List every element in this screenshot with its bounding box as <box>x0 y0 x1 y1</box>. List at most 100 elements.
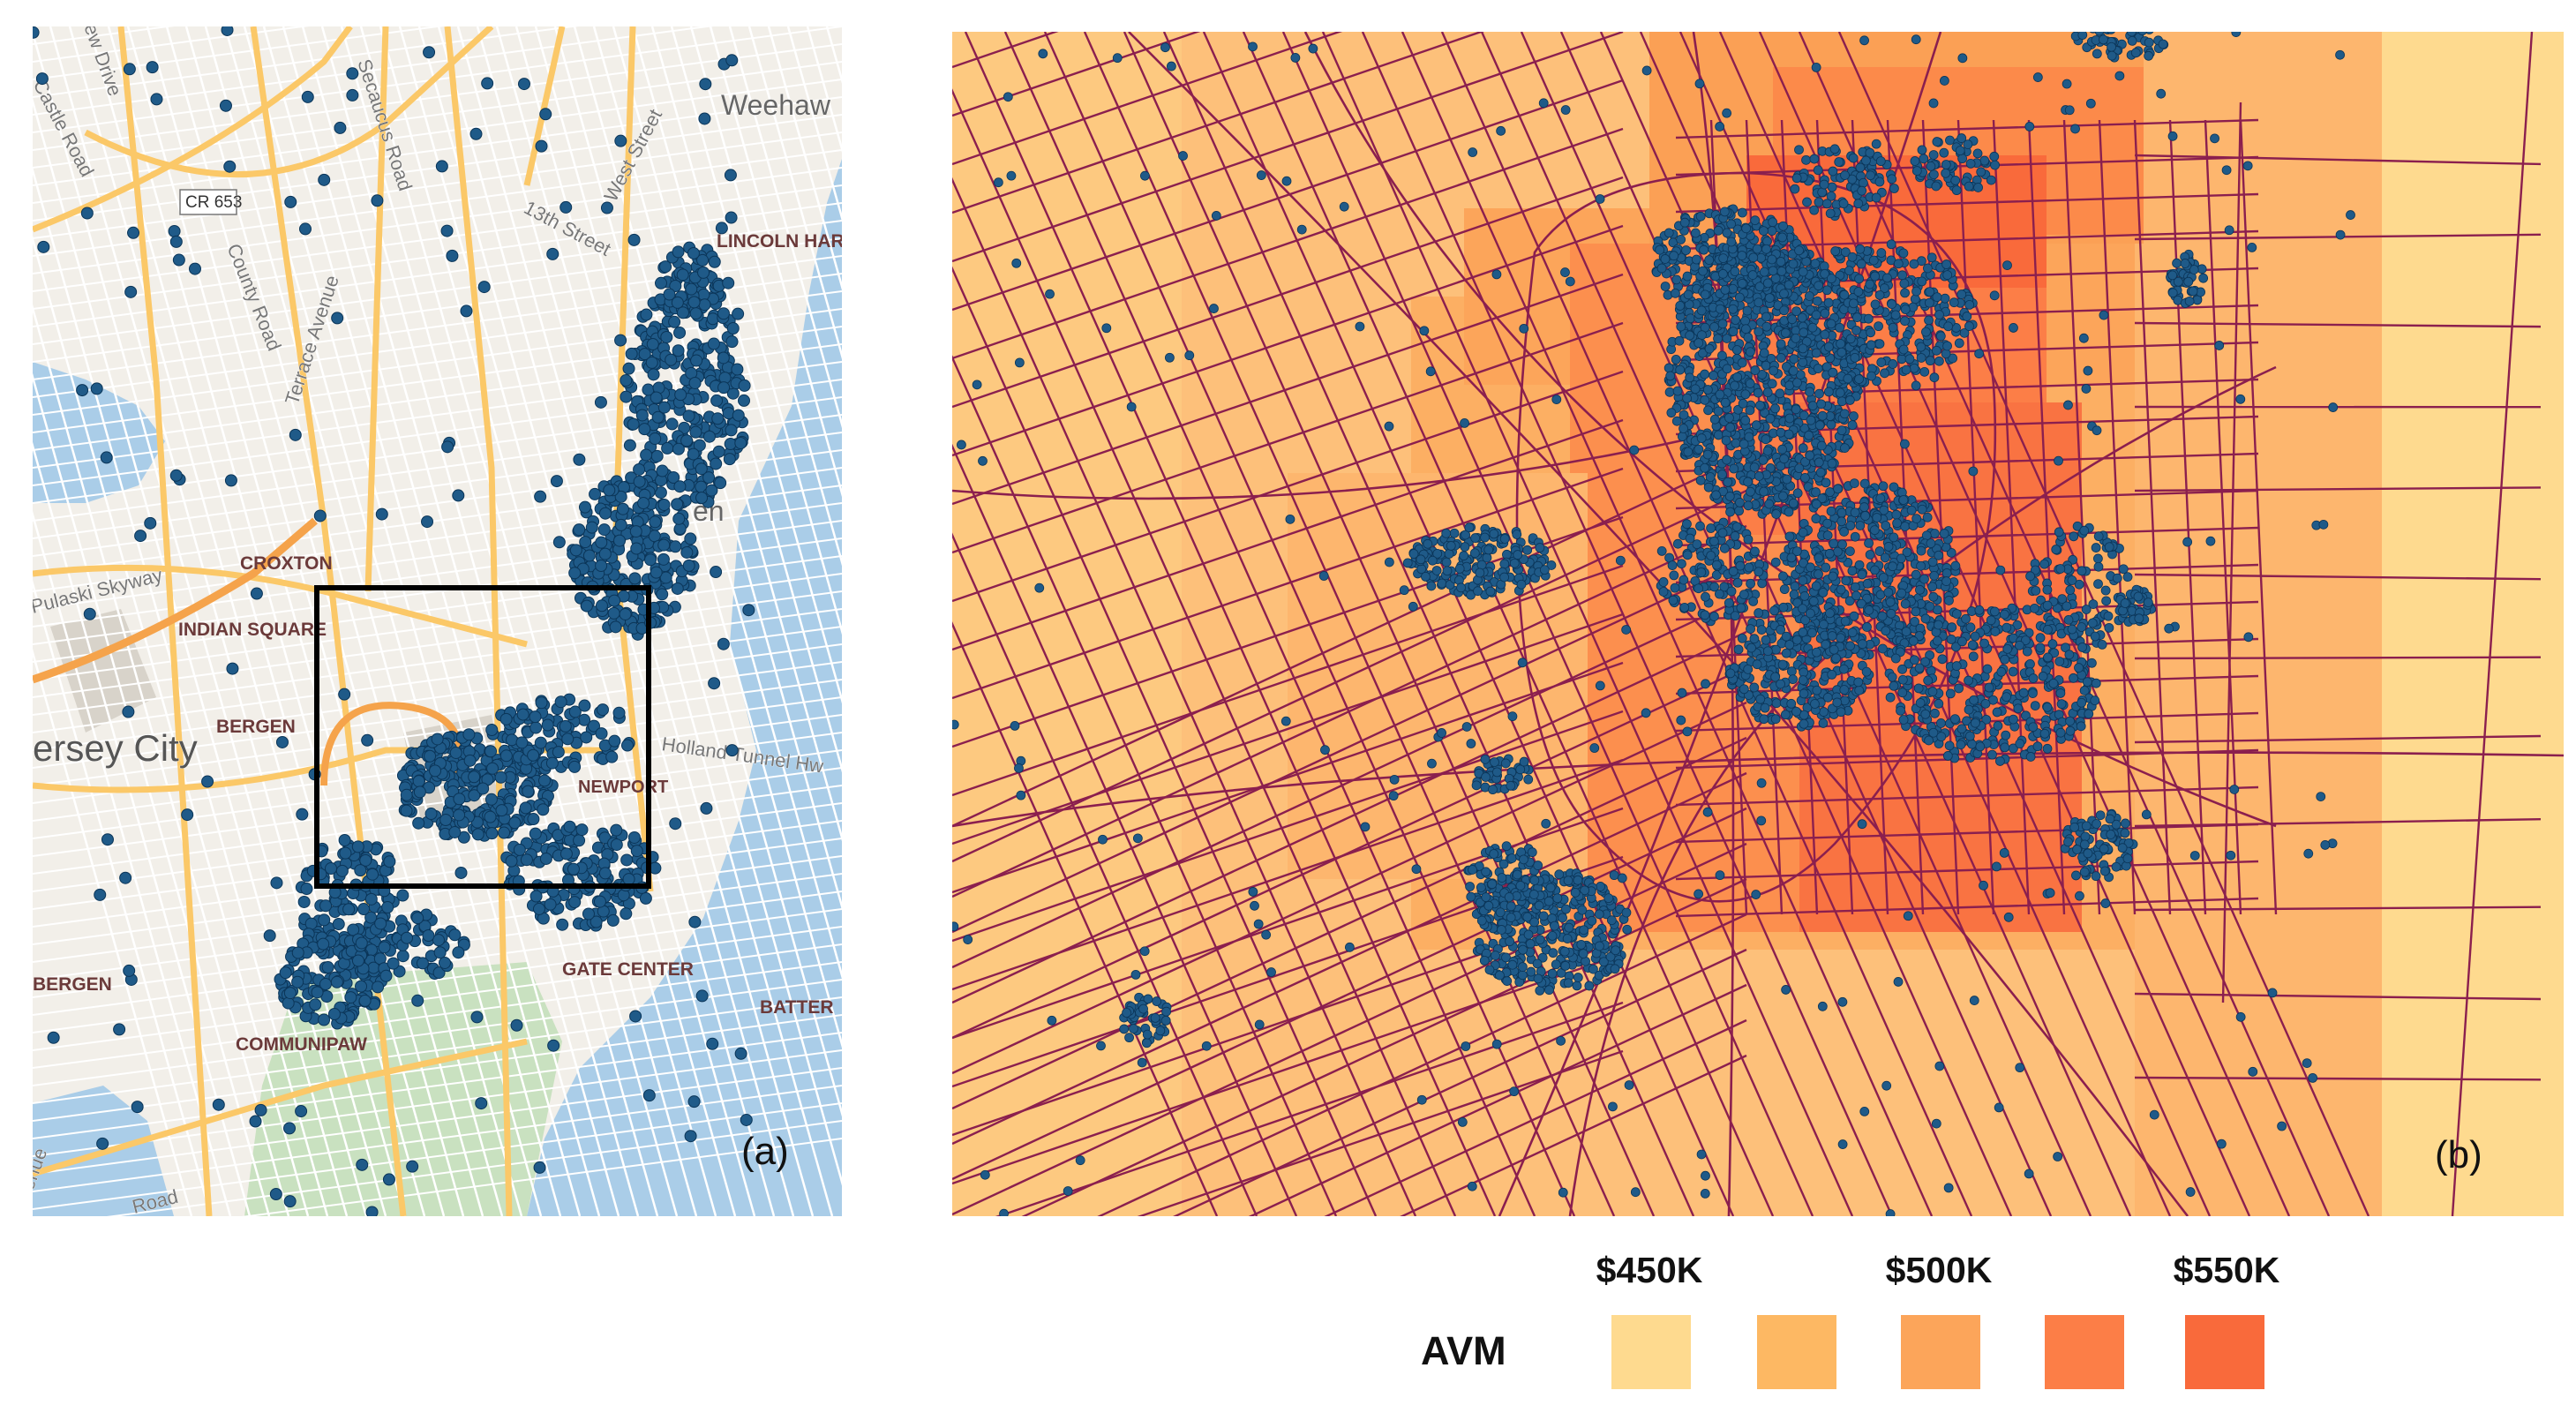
minor-road <box>33 579 213 1216</box>
listing-point <box>2015 739 2025 749</box>
street-line <box>964 32 1497 1216</box>
minor-road <box>33 749 842 857</box>
listing-point <box>301 90 314 103</box>
listing-point <box>1840 443 1850 453</box>
listing-point <box>1622 924 1633 935</box>
map-panel-b: (b) <box>952 32 2564 1216</box>
listing-point <box>1927 557 1938 567</box>
street-line <box>1281 32 1814 1216</box>
listing-point <box>742 604 755 617</box>
listing-point <box>630 845 643 858</box>
listing-point <box>573 523 586 537</box>
listing-point <box>1691 254 1701 265</box>
listing-point <box>1771 644 1781 655</box>
listing-point <box>1826 319 1836 329</box>
listing-point <box>1821 562 1831 573</box>
listing-point <box>1954 338 1964 349</box>
listing-point <box>1899 278 1910 289</box>
listing-point <box>1671 416 1682 426</box>
listing-point <box>1836 347 1847 357</box>
listing-point <box>696 253 710 267</box>
minor-road <box>33 590 842 698</box>
listing-point <box>563 820 576 833</box>
listing-point <box>569 544 582 557</box>
listing-point <box>1812 647 1821 658</box>
listing-point <box>590 915 603 928</box>
listing-point <box>1888 322 1898 333</box>
listing-point <box>627 417 640 431</box>
listing-point <box>1779 289 1789 299</box>
street-line <box>952 710 1624 943</box>
listing-point <box>1676 235 1686 244</box>
listing-point <box>1690 228 1701 238</box>
listing-point <box>335 864 349 877</box>
listing-point <box>295 1105 308 1118</box>
street-line <box>952 370 1624 603</box>
listing-point <box>382 1173 395 1186</box>
street-line <box>1675 897 2259 918</box>
street-line <box>1123 32 1656 1216</box>
listing-point <box>1864 605 1874 615</box>
listing-point <box>1900 522 1911 531</box>
listing-point <box>1507 959 1518 970</box>
listing-point <box>1740 415 1751 425</box>
listing-point <box>1893 259 1904 269</box>
listing-point <box>628 572 642 585</box>
street-line <box>952 88 1457 1216</box>
listing-point <box>1489 849 1499 859</box>
listing-point <box>723 453 736 466</box>
listing-point <box>1836 425 1847 436</box>
listing-point <box>172 253 185 267</box>
listing-point <box>1479 955 1490 966</box>
listing-point <box>1847 566 1858 576</box>
street-line <box>1675 192 2259 214</box>
listing-point <box>1564 922 1574 933</box>
listing-point <box>453 808 466 822</box>
listing-point <box>119 871 132 884</box>
listing-point <box>1820 329 1830 340</box>
listing-point <box>1805 562 1815 573</box>
listing-point <box>1709 414 1720 425</box>
listing-point <box>640 448 653 462</box>
listing-point <box>1888 561 1897 572</box>
minor-road <box>33 648 193 1216</box>
listing-point <box>1724 598 1734 608</box>
street-line <box>952 952 1624 1185</box>
listing-point <box>676 268 689 282</box>
listing-point <box>2008 666 2018 677</box>
listing-point <box>1679 410 1689 420</box>
listing-point <box>1686 313 1695 324</box>
listing-point <box>423 46 436 59</box>
arterial-street <box>952 751 2564 828</box>
listing-point <box>642 1089 656 1102</box>
minor-road <box>241 1138 842 1216</box>
listing-point <box>1718 253 1729 264</box>
listing-point <box>2069 531 2079 542</box>
listing-point <box>1703 482 1714 492</box>
listing-point <box>1665 371 1676 381</box>
listing-point <box>2067 624 2077 635</box>
street-line <box>1758 32 2291 1216</box>
listing-point <box>1739 684 1749 695</box>
listing-point <box>1805 387 1815 397</box>
listing-point <box>1799 327 1809 338</box>
listing-point <box>731 363 744 376</box>
listing-point <box>2172 258 2182 268</box>
major-road <box>33 26 353 233</box>
minor-road <box>592 26 842 911</box>
listing-point <box>421 515 434 529</box>
listing-point <box>1776 353 1786 363</box>
listing-point <box>529 710 542 724</box>
minor-road <box>33 26 580 98</box>
listing-point <box>339 846 352 860</box>
listing-point <box>1682 519 1692 530</box>
listing-point <box>665 353 678 366</box>
listing-point <box>1724 413 1734 423</box>
listing-point <box>1744 432 1754 442</box>
listing-point <box>1737 207 1747 218</box>
listing-point <box>1742 305 1753 316</box>
minor-road <box>33 304 290 1216</box>
listing-point <box>1683 447 1694 457</box>
listing-point <box>1529 917 1540 928</box>
listing-point <box>1949 297 1959 308</box>
